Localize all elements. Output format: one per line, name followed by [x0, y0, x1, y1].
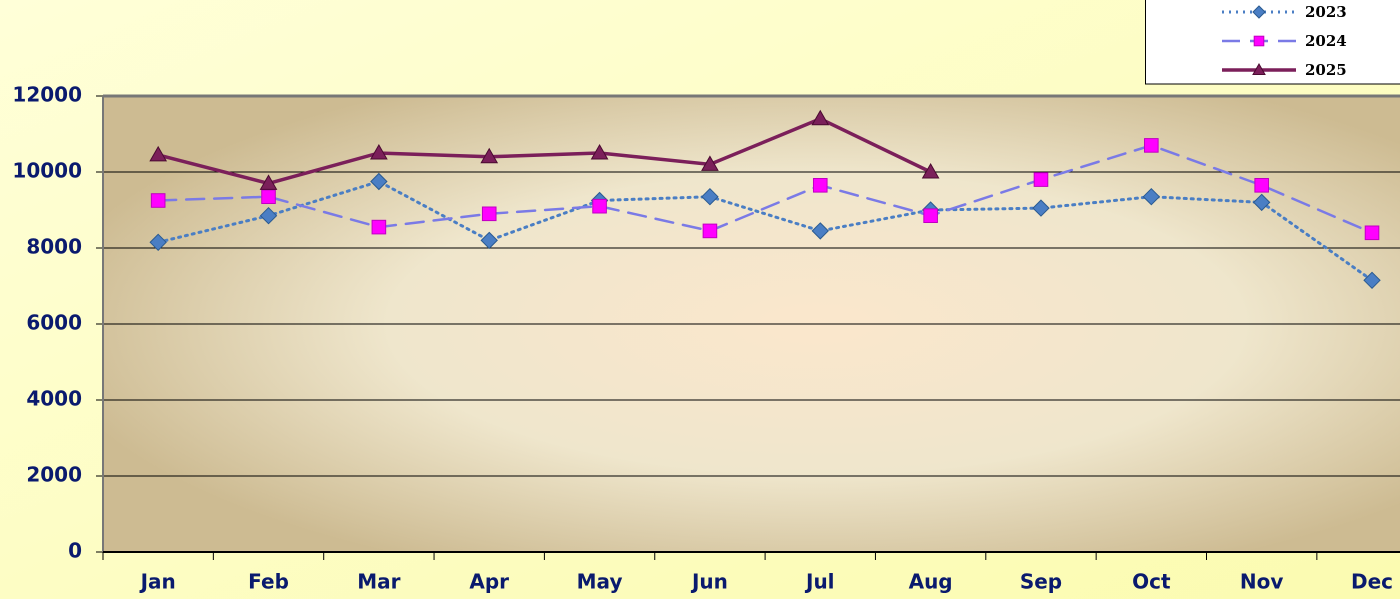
data-point [811, 109, 830, 126]
legend-label: 2024 [1305, 32, 1347, 50]
data-point [149, 233, 167, 252]
data-point [371, 219, 387, 235]
data-point [1364, 225, 1380, 241]
data-point [1254, 178, 1269, 193]
data-point [701, 155, 719, 171]
x-tick-label: Jun [690, 570, 728, 594]
legend-marker [1253, 35, 1265, 47]
data-point [481, 206, 497, 222]
x-tick-label: Nov [1240, 570, 1284, 594]
data-point [259, 174, 278, 190]
x-tick-label: Jul [804, 570, 835, 594]
y-tick-label: 6000 [26, 311, 82, 335]
data-point [150, 193, 166, 208]
series-line [156, 116, 933, 186]
x-tick-label: Oct [1132, 570, 1171, 594]
data-point [812, 178, 828, 193]
series-line [156, 179, 1374, 282]
data-point [1363, 271, 1381, 290]
data-point [590, 143, 609, 160]
data-point [149, 145, 168, 162]
legend-marker [1252, 62, 1266, 75]
legend-marker [1252, 5, 1266, 19]
y-tick-label: 8000 [26, 235, 82, 259]
legend-label: 2025 [1305, 61, 1347, 79]
data-point [923, 208, 938, 223]
x-tick-label: May [577, 570, 623, 594]
data-point [592, 198, 607, 214]
data-point [702, 223, 718, 239]
data-point [1032, 199, 1050, 217]
series-line [156, 144, 1374, 235]
y-tick-label: 4000 [26, 387, 82, 411]
data-point [1252, 193, 1271, 212]
y-tick-label: 2000 [26, 463, 82, 487]
y-tick-label: 12000 [12, 83, 82, 107]
x-tick-label: Mar [357, 570, 400, 594]
data-point [480, 231, 498, 250]
data-point [701, 187, 719, 206]
x-tick-label: Feb [248, 570, 289, 594]
x-tick-label: Apr [469, 570, 509, 594]
legend-label: 2023 [1305, 3, 1347, 21]
data-point [370, 143, 388, 160]
data-point [480, 147, 499, 164]
x-tick-label: Aug [909, 570, 953, 594]
y-tick-label: 10000 [12, 159, 82, 183]
x-tick-label: Sep [1020, 570, 1062, 594]
data-point [1144, 138, 1159, 153]
data-point [811, 222, 829, 240]
data-point [370, 172, 388, 191]
data-point [921, 162, 940, 179]
x-tick-label: Dec [1351, 570, 1393, 594]
data-point [259, 206, 278, 225]
data-point [261, 189, 276, 204]
x-tick-label: Jan [139, 570, 176, 594]
y-tick-label: 0 [68, 539, 82, 563]
data-point [1142, 187, 1161, 206]
data-point [1033, 172, 1049, 187]
